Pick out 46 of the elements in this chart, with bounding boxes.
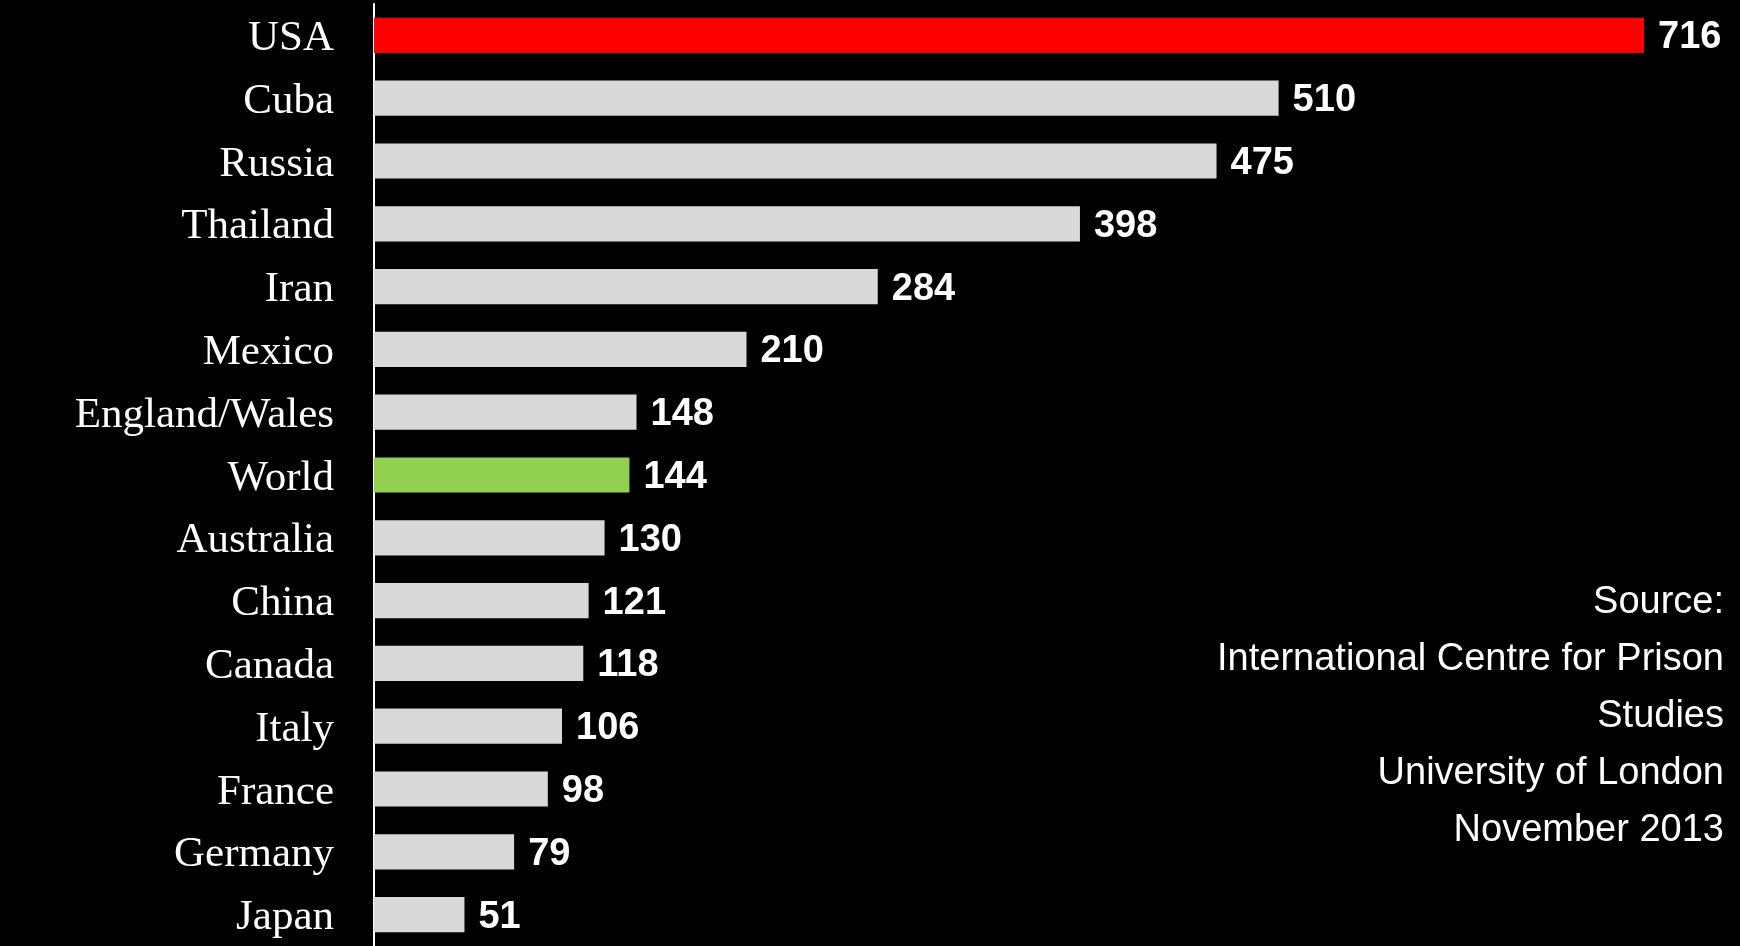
data-label: 79 bbox=[528, 830, 571, 873]
bar bbox=[374, 771, 548, 807]
y-tick-label: England/Wales bbox=[74, 388, 334, 436]
data-label: 475 bbox=[1230, 140, 1294, 182]
y-tick-label: Russia bbox=[219, 137, 334, 185]
data-label: 398 bbox=[1093, 202, 1158, 245]
data-label: 106 bbox=[576, 705, 640, 748]
bar bbox=[374, 269, 878, 305]
bar bbox=[374, 17, 1644, 53]
data-label: 284 bbox=[891, 265, 956, 308]
y-tick-label: China bbox=[231, 577, 334, 625]
bar bbox=[374, 457, 630, 493]
data-label: 510 bbox=[1292, 77, 1357, 120]
y-tick-label: USA bbox=[247, 11, 334, 59]
bar bbox=[374, 331, 747, 367]
bar bbox=[374, 645, 584, 681]
bar bbox=[374, 583, 589, 619]
bar bbox=[374, 897, 465, 933]
data-label: 121 bbox=[602, 579, 667, 622]
bar bbox=[374, 143, 1217, 179]
y-tick-label: World bbox=[227, 451, 334, 499]
bar bbox=[374, 834, 515, 870]
y-tick-label: Thailand bbox=[181, 200, 334, 248]
y-tick-label: Japan bbox=[236, 891, 334, 939]
bar bbox=[374, 708, 563, 744]
y-tick-label: Germany bbox=[174, 828, 335, 876]
data-label: 716 bbox=[1658, 14, 1722, 57]
data-label: 148 bbox=[650, 391, 714, 434]
y-tick-label: Iran bbox=[264, 263, 334, 311]
data-label: 130 bbox=[618, 516, 682, 559]
y-tick-label: Italy bbox=[255, 702, 335, 750]
y-tick-label: Mexico bbox=[202, 325, 334, 373]
bar bbox=[374, 520, 605, 556]
bar bbox=[374, 80, 1279, 116]
annotation: Source: International Centre for Prison Studies University of London November 2013 bbox=[1216, 578, 1724, 851]
data-label: 51 bbox=[478, 893, 521, 936]
y-tick-label: France bbox=[217, 765, 334, 813]
data-label: 144 bbox=[643, 454, 707, 496]
y-tick-label: Australia bbox=[176, 514, 334, 562]
bar bbox=[374, 394, 637, 430]
data-label: 118 bbox=[597, 642, 659, 685]
bar bbox=[374, 206, 1080, 242]
y-tick-label: Cuba bbox=[243, 74, 334, 122]
y-tick-label: Canada bbox=[205, 639, 334, 687]
data-label: 98 bbox=[561, 768, 605, 810]
data-label: 210 bbox=[760, 328, 824, 371]
